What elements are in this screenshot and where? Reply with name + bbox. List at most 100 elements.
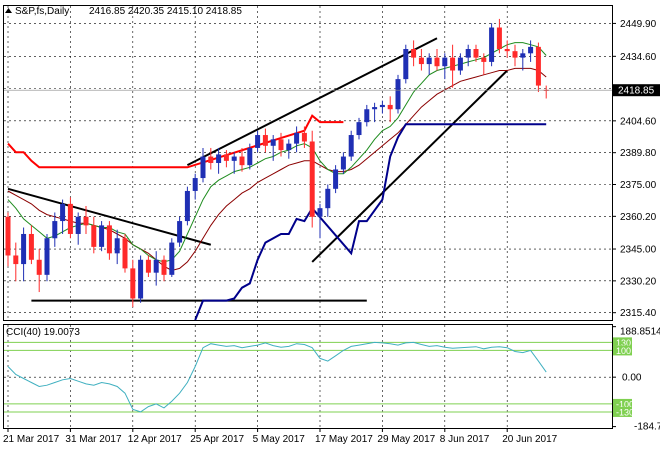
candle-body	[169, 242, 175, 275]
candle-body	[418, 57, 424, 65]
time-axis: 21 Mar 2017 31 Mar 2017 12 Apr 2017 25 Apr …	[3, 428, 558, 445]
candle	[169, 238, 175, 277]
candle-body	[301, 132, 307, 142]
candle-body	[223, 154, 229, 161]
candle-body	[36, 259, 42, 275]
cci-tick-label: 188.8514	[620, 327, 660, 338]
time-tick-label: 17 May 2017	[315, 434, 373, 445]
candle-body	[535, 46, 541, 86]
time-tick-label: 31 Mar 2017	[65, 434, 122, 445]
candle-body	[278, 139, 284, 151]
candle-body	[356, 122, 362, 136]
candle-body	[200, 156, 206, 179]
cci-level-label: 130	[616, 338, 631, 348]
cci-indicator	[7, 341, 547, 413]
candle	[91, 216, 97, 254]
candle-body	[161, 259, 167, 275]
candle-body	[309, 141, 315, 217]
candle	[262, 128, 268, 153]
cci-panel-frame	[3, 324, 613, 429]
candle	[52, 212, 58, 247]
trendline	[186, 37, 438, 167]
candle	[294, 126, 300, 153]
candle-body	[91, 225, 97, 247]
candle-body	[5, 216, 11, 256]
candle-body	[512, 51, 518, 58]
candle-body	[481, 57, 487, 62]
candle	[387, 96, 393, 123]
candle-body	[231, 156, 237, 161]
cci-tick-label: -184.7489	[634, 422, 660, 433]
candle-body	[255, 135, 261, 148]
candle-body	[364, 109, 370, 123]
candle	[442, 53, 448, 80]
cci-level-label: -100	[616, 399, 634, 409]
time-tick-label: 8 Jun 2017	[440, 434, 490, 445]
candle-body	[106, 225, 112, 254]
candle-body	[496, 27, 502, 50]
candle	[379, 100, 385, 114]
candle-body	[28, 233, 34, 260]
candle-body	[286, 143, 292, 151]
candle	[528, 40, 534, 62]
candlesticks	[5, 18, 549, 308]
candle	[122, 233, 128, 273]
price-tick-label: 2404.60	[620, 116, 657, 127]
price-tick-label: 2389.80	[620, 148, 657, 159]
candle	[411, 40, 417, 67]
candle-body	[216, 154, 222, 163]
candle	[177, 216, 183, 247]
candle	[395, 74, 401, 114]
candle	[99, 221, 105, 252]
time-tick-label: 21 Mar 2017	[3, 434, 60, 445]
price-tick-label: 2375.00	[620, 180, 657, 191]
candle	[231, 152, 237, 174]
price-tick-label: 2449.90	[620, 19, 657, 30]
candle	[512, 44, 518, 67]
candle	[520, 49, 526, 71]
candle	[309, 130, 315, 228]
candle-body	[317, 208, 323, 217]
ohlc-values: 2416.85 2420.35 2415.10 2418.85	[89, 6, 242, 17]
candle	[75, 212, 81, 245]
price-tick-label: 2434.60	[620, 52, 657, 63]
candle	[67, 197, 73, 239]
candle-body	[13, 255, 19, 265]
moving-averages	[7, 42, 547, 272]
candle	[504, 40, 510, 58]
cci-label: CCI(40) 19.0073	[6, 327, 80, 338]
candle-body	[192, 178, 198, 191]
candle-body	[372, 107, 378, 110]
current-price-marker: 2418.85	[613, 84, 660, 97]
candle	[496, 18, 502, 54]
candle-body	[67, 203, 73, 234]
candle-body	[450, 57, 456, 71]
candle	[286, 139, 292, 159]
header: S&P,fs,Daily 2416.85 2420.35 2415.10 241…	[5, 6, 242, 338]
candle	[60, 199, 66, 234]
candle	[145, 255, 151, 277]
red-stop-line	[7, 114, 344, 169]
trendlines	[7, 37, 508, 302]
trendline	[311, 69, 508, 263]
candle-body	[340, 156, 346, 170]
candle	[301, 126, 307, 148]
time-tick-label: 29 May 2017	[377, 434, 435, 445]
candle-body	[262, 135, 268, 146]
candle-body	[60, 203, 66, 222]
candle-body	[504, 49, 510, 52]
candle-body	[153, 259, 159, 273]
candle	[457, 53, 463, 75]
candle	[418, 49, 424, 71]
candle	[223, 150, 229, 168]
candle	[340, 152, 346, 174]
candle-body	[403, 49, 409, 80]
collapse-triangle-icon[interactable]	[5, 8, 12, 13]
candle-body	[434, 57, 440, 67]
candle-body	[21, 233, 27, 265]
candle-body	[395, 79, 401, 110]
candle	[403, 44, 409, 84]
stop-lines	[7, 114, 547, 321]
candle-body	[130, 268, 136, 299]
candle-body	[411, 49, 417, 58]
